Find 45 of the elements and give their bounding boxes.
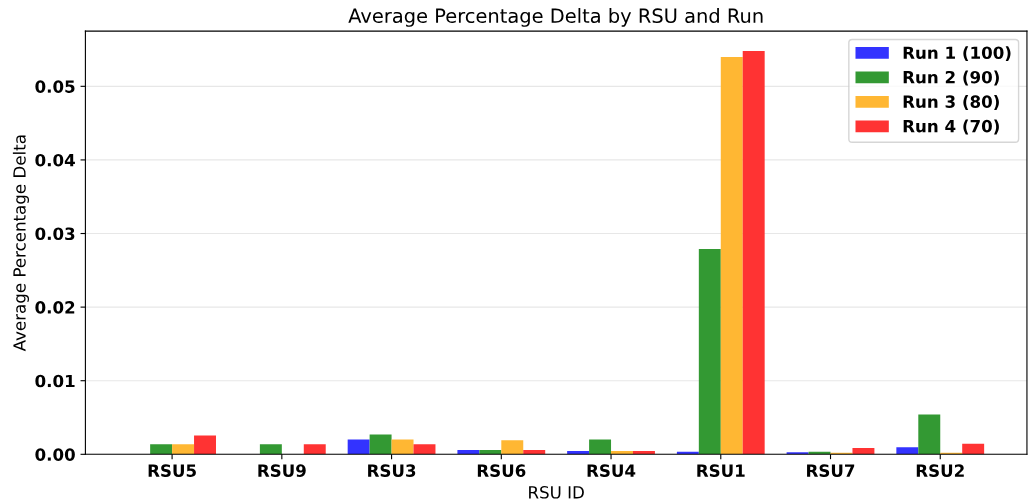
bar: [918, 414, 941, 455]
bar: [962, 443, 985, 455]
y-tick-label: 0.04: [35, 153, 75, 167]
bar: [567, 451, 590, 455]
y-tick-label: 0.00: [35, 448, 75, 461]
bar: [457, 449, 480, 455]
bar: [391, 439, 414, 455]
bar: [259, 444, 282, 455]
bar: [194, 435, 216, 455]
chart-title: Average Percentage Delta by RSU and Run: [348, 8, 763, 27]
bar: [150, 444, 173, 455]
legend-label: Run 1 (100): [903, 46, 1011, 61]
y-tick-label: 0.03: [35, 227, 75, 241]
bar: [172, 444, 195, 455]
bar: [611, 451, 633, 455]
bar: [347, 439, 370, 455]
y-tick-label: 0.05: [35, 80, 75, 93]
legend-label: Run 3 (80): [903, 95, 999, 110]
bar: [632, 451, 655, 455]
x-tick-label: RSU3: [368, 464, 416, 477]
x-tick-label: RSU6: [477, 464, 526, 477]
bar: [698, 248, 721, 455]
bar: [369, 434, 392, 455]
bar: [852, 447, 875, 455]
legend-label: Run 2 (90): [903, 70, 999, 86]
y-axis-title: Average Percentage Delta: [12, 135, 30, 352]
bar: [896, 447, 919, 455]
bar: [720, 56, 743, 455]
x-tick-label: RSU5: [148, 464, 196, 477]
bar: [303, 444, 326, 455]
x-tick-label: RSU4: [587, 464, 636, 477]
bar: [523, 449, 546, 455]
bar: [589, 439, 612, 455]
y-tick-label: 0.01: [35, 374, 75, 388]
bar: [479, 449, 502, 455]
x-tick-label: RSU2: [916, 464, 964, 477]
x-tick-label: RSU9: [258, 464, 306, 477]
y-tick-label: 0.02: [35, 301, 75, 314]
legend-label: Run 4 (70): [903, 119, 999, 135]
x-axis-title: RSU ID: [529, 486, 584, 499]
x-tick-label: RSU7: [807, 464, 855, 477]
x-tick-label: RSU1: [697, 464, 745, 477]
bar: [501, 440, 524, 455]
bar: [742, 51, 765, 455]
bar: [413, 444, 436, 455]
